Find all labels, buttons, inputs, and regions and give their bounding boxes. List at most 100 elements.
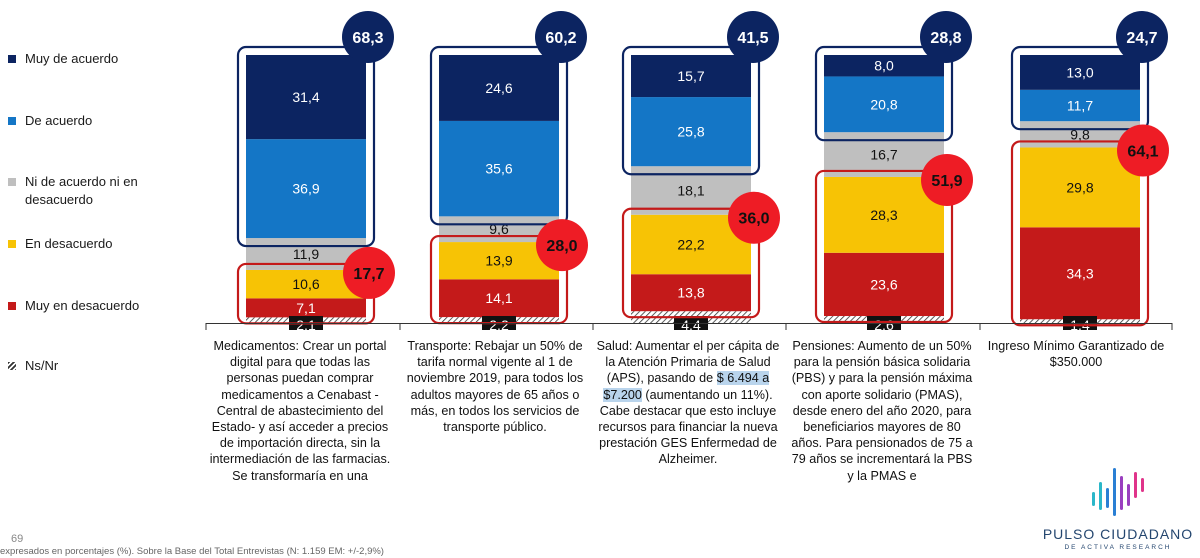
- logo-bar: [1134, 472, 1137, 498]
- bar-value-label: 20,8: [870, 96, 897, 112]
- bar-segment: [439, 120, 559, 217]
- disagree-total-circle: [343, 246, 395, 299]
- bar-segment: [1020, 89, 1140, 122]
- bar-value-label: 11,7: [1067, 98, 1093, 114]
- disagree-total-label: 28,0: [546, 238, 577, 255]
- agree-total-circle: [1116, 11, 1168, 63]
- bar-value-label: 16,7: [870, 147, 897, 163]
- disagree-total-circle: [536, 219, 588, 272]
- legend-label: En desacuerdo: [25, 236, 113, 251]
- bar-value-label: 13,9: [485, 253, 512, 269]
- bar-segment: [246, 55, 366, 140]
- legend-swatch: [8, 362, 16, 370]
- bar-value-label: 14,1: [485, 290, 512, 306]
- category-description: Pensiones: Aumento de un 50% para la pen…: [789, 338, 975, 484]
- logo-name: PULSO CIUDADANO: [1042, 526, 1194, 542]
- bar-value-label: 15,7: [677, 68, 704, 84]
- category-description: Salud: Aumentar el per cápita de la Aten…: [595, 338, 781, 468]
- agree-total-circle: [342, 11, 394, 63]
- agree-total-label: 68,3: [352, 30, 383, 47]
- bar-segment: [631, 55, 751, 98]
- description-text: Ingreso Mínimo Garantizado de $350.000: [987, 339, 1165, 370]
- legend-item: Muy de acuerdo: [8, 50, 175, 68]
- description-text: (aumentando un 11%). Cabe destacar que e…: [598, 387, 778, 467]
- bar-segment: [824, 252, 944, 317]
- bar-segment: [246, 139, 366, 239]
- bar-value-label: 9,8: [1070, 126, 1090, 142]
- bar-value-label: 29,8: [1066, 179, 1093, 195]
- legend-label: Muy en desacuerdo: [25, 298, 140, 313]
- legend-item: En desacuerdo: [8, 235, 175, 253]
- category-description: Transporte: Rebajar un 50% de tarifa nor…: [402, 338, 588, 435]
- agree-total-label: 24,7: [1126, 30, 1157, 47]
- page-number: 69: [11, 533, 24, 545]
- agree-total-label: 41,5: [737, 30, 768, 47]
- legend-item: Ni de acuerdo ni en desacuerdo: [8, 173, 175, 209]
- logo-bars-icon: [1092, 468, 1144, 516]
- bar-segment: [631, 97, 751, 167]
- bar-segment: [824, 76, 944, 133]
- category-description: Ingreso Mínimo Garantizado de $350.000: [982, 338, 1170, 370]
- disagree-bracket: [814, 169, 954, 324]
- bar-segment: [1020, 227, 1140, 320]
- description-text: Pensiones: Aumento de un 50% para la pen…: [791, 339, 973, 483]
- bar-value-label: 11,9: [293, 246, 319, 262]
- description-text: Transporte: Rebajar un 50% de tarifa nor…: [406, 339, 584, 435]
- description-text: Medicamentos: Crear un portal digital pa…: [209, 339, 391, 483]
- agree-bracket: [621, 45, 761, 176]
- category-description: Medicamentos: Crear un portal digital pa…: [206, 338, 394, 484]
- legend-item: Muy en desacuerdo: [8, 297, 175, 315]
- bar-segment: [824, 55, 944, 77]
- disagree-total-label: 36,0: [738, 211, 769, 228]
- agree-bracket: [814, 45, 954, 142]
- legend-swatch: [8, 240, 16, 248]
- legend-swatch: [8, 55, 16, 63]
- bar-value-label: 28,3: [870, 207, 897, 223]
- bar-value-label: 7,1: [296, 300, 316, 316]
- legend-label: Muy de acuerdo: [25, 51, 119, 66]
- disagree-total-label: 51,9: [931, 173, 962, 190]
- legend-swatch: [8, 178, 16, 186]
- agree-total-label: 28,8: [930, 30, 961, 47]
- bar-value-label: 13,0: [1066, 64, 1093, 80]
- legend-item: Ns/Nr: [8, 357, 175, 375]
- agree-total-circle: [727, 11, 779, 63]
- disagree-total-circle: [921, 153, 973, 206]
- bar-value-label: 10,6: [292, 276, 319, 292]
- bar-value-label: 24,6: [485, 80, 512, 96]
- logo-bar: [1092, 492, 1095, 506]
- legend: Muy de acuerdo De acuerdo Ni de acuerdo ni…: [0, 0, 200, 400]
- bar-segment: [439, 55, 559, 121]
- bar-segment: [246, 298, 366, 318]
- disagree-bracket: [621, 207, 761, 319]
- disagree-total-circle: [728, 191, 780, 244]
- bar-value-label: 36,9: [292, 181, 319, 197]
- legend-swatch: [8, 117, 16, 125]
- stacked-bar-chart: 2,17,110,611,936,931,468,317,72,214,113,…: [205, 11, 1173, 330]
- bar-segment: [1020, 55, 1140, 90]
- bar-value-label: 34,3: [1066, 265, 1093, 281]
- footnote: expresados en porcentajes (%). Sobre la …: [0, 546, 384, 557]
- legend-item: De acuerdo: [8, 112, 175, 130]
- disagree-bracket: [1010, 140, 1150, 327]
- bar-value-label: 31,4: [292, 89, 319, 105]
- legend-label: Ns/Nr: [25, 358, 59, 373]
- bar-segment: [631, 274, 751, 312]
- logo-subtitle: DE ACTIVA RESEARCH: [1064, 544, 1172, 551]
- bar-value-label: 8,0: [874, 58, 894, 74]
- disagree-total-label: 64,1: [1127, 143, 1158, 160]
- disagree-total-label: 17,7: [353, 266, 384, 283]
- logo-bar: [1099, 482, 1102, 510]
- logo-bar: [1120, 476, 1123, 510]
- agree-bracket: [236, 45, 376, 248]
- bar-value-label: 18,1: [677, 182, 704, 198]
- logo-bar: [1141, 478, 1144, 492]
- bar-value-label: 23,6: [870, 276, 897, 292]
- legend-label: Ni de acuerdo ni en desacuerdo: [25, 174, 138, 207]
- disagree-total-circle: [1117, 124, 1169, 177]
- pulso-ciudadano-logo: PULSO CIUDADANO DE ACTIVA RESEARCH: [1038, 462, 1198, 554]
- bar-value-label: 35,6: [485, 161, 512, 177]
- description-text: Salud: Aumentar el per cápita de la Aten…: [596, 339, 780, 386]
- logo-bar: [1127, 484, 1130, 506]
- bar-segment: [439, 279, 559, 318]
